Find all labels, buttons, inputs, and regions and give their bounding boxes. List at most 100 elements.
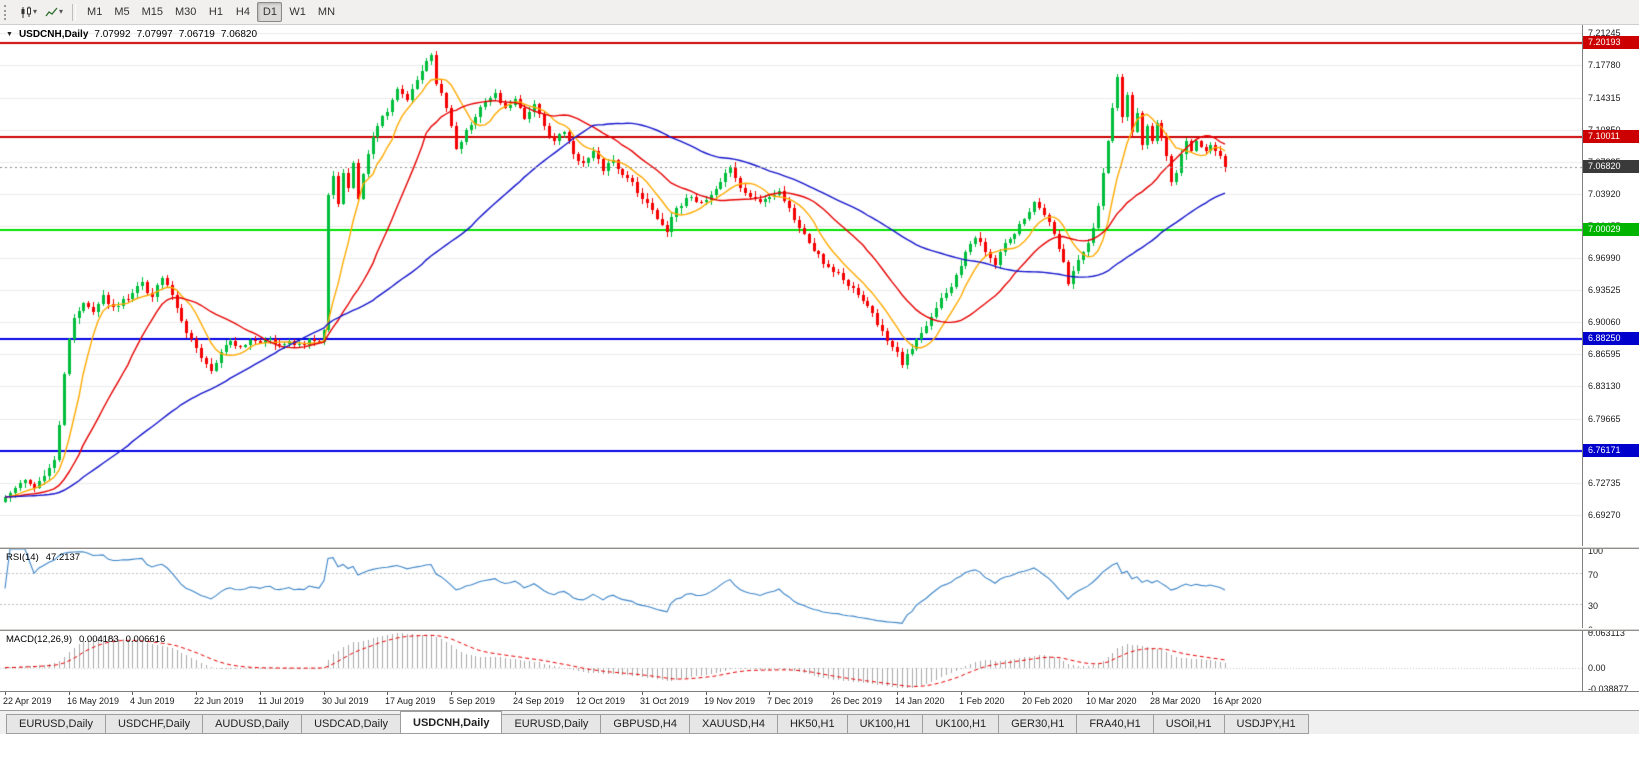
time-axis-label: 22 Apr 2019 bbox=[3, 696, 52, 706]
time-axis-tick bbox=[769, 692, 770, 695]
panel-splitter[interactable] bbox=[0, 628, 1639, 631]
chart-tab-9-uk100-h1[interactable]: UK100,H1 bbox=[846, 714, 924, 734]
price-tick-label: 6.83130 bbox=[1588, 381, 1621, 391]
time-axis-tick bbox=[260, 692, 261, 695]
macd-main-value: 0.004183 bbox=[79, 634, 119, 645]
price-tick-label: 6.72735 bbox=[1588, 478, 1621, 488]
timeframe-toolbar: M1 M5 M15 M30 H1 H4 D1 W1 MN bbox=[81, 2, 341, 22]
chart-collapse-icon[interactable]: ▼ bbox=[6, 31, 13, 38]
ohlc-low-value: 7.06719 bbox=[178, 29, 215, 40]
rsi-tick-label: 30 bbox=[1588, 601, 1599, 611]
timeframe-button-mn[interactable]: MN bbox=[313, 2, 340, 22]
chart-tab-8-hk50-h1[interactable]: HK50,H1 bbox=[776, 714, 848, 734]
price-tick-label: 6.86595 bbox=[1588, 349, 1621, 359]
ohlc-high-value: 7.07997 bbox=[136, 29, 173, 40]
time-axis-tick bbox=[5, 692, 6, 695]
chart-window: ▼ USDCNH,Daily 7.07992 7.07997 7.06719 7… bbox=[0, 25, 1639, 710]
time-axis-label: 16 Apr 2020 bbox=[1213, 696, 1262, 706]
macd-label: MACD(12,26,9) 0.004183 0.006616 bbox=[6, 634, 165, 645]
chart-tab-1-usdchf-daily[interactable]: USDCHF,Daily bbox=[104, 714, 204, 734]
rsi-panel-canvas[interactable] bbox=[0, 549, 1582, 628]
chart-tab-2-audusd-daily[interactable]: AUDUSD,Daily bbox=[202, 714, 303, 734]
indicators-button[interactable]: ▾ bbox=[41, 1, 67, 23]
timeframe-button-m15[interactable]: M15 bbox=[137, 2, 168, 22]
time-axis-tick bbox=[897, 692, 898, 695]
macd-tick-label: -0.038877 bbox=[1588, 684, 1629, 694]
chart-title: ▼ USDCNH,Daily 7.07992 7.07997 7.06719 7… bbox=[6, 29, 257, 40]
toolbar-grip[interactable] bbox=[4, 4, 11, 20]
macd-tick-label: 0.063113 bbox=[1588, 628, 1625, 638]
panel-splitter[interactable] bbox=[0, 546, 1639, 549]
price-tick-label: 6.79665 bbox=[1588, 414, 1621, 424]
chart-tab-7-xauusd-h4[interactable]: XAUUSD,H4 bbox=[688, 714, 778, 734]
macd-panel-canvas[interactable] bbox=[0, 631, 1582, 691]
time-axis-label: 7 Dec 2019 bbox=[767, 696, 814, 706]
time-axis-tick bbox=[69, 692, 70, 695]
price-badge: 6.88250 bbox=[1583, 332, 1639, 345]
chart-symbol-label: USDCNH,Daily bbox=[18, 29, 89, 40]
rsi-label: RSI(14) 47.2137 bbox=[6, 552, 80, 563]
timeframe-button-m30[interactable]: M30 bbox=[170, 2, 201, 22]
price-badge: 6.76171 bbox=[1583, 444, 1639, 457]
ohlc-close-value: 7.06820 bbox=[220, 29, 258, 40]
chart-tab-0-eurusd-daily[interactable]: EURUSD,Daily bbox=[6, 714, 106, 734]
price-tick-label: 7.17780 bbox=[1588, 60, 1621, 70]
price-chart-canvas[interactable] bbox=[0, 25, 1582, 546]
price-tick-label: 7.14315 bbox=[1588, 93, 1621, 103]
price-tick-label: 7.21245 bbox=[1588, 28, 1621, 38]
price-axis[interactable]: 7.212457.177807.143157.108507.073857.039… bbox=[1582, 25, 1639, 694]
top-toolbar: ▾ ▾ M1 M5 M15 M30 H1 H4 D1 W1 MN bbox=[0, 0, 1639, 25]
chart-tab-14-usdjpy-h1[interactable]: USDJPY,H1 bbox=[1223, 714, 1309, 734]
time-axis-label: 10 Mar 2020 bbox=[1086, 696, 1137, 706]
chart-type-button[interactable]: ▾ bbox=[16, 1, 41, 23]
time-axis-label: 31 Oct 2019 bbox=[640, 696, 690, 706]
macd-signal-value: 0.006616 bbox=[125, 634, 166, 645]
ohlc-open-value: 7.07992 bbox=[94, 29, 131, 40]
rsi-tick-label: 100 bbox=[1588, 546, 1604, 556]
chart-tab-11-ger30-h1[interactable]: GER30,H1 bbox=[998, 714, 1078, 734]
timeframe-button-m5[interactable]: M5 bbox=[109, 2, 134, 22]
chart-tab-10-uk100-h1[interactable]: UK100,H1 bbox=[922, 714, 1000, 734]
price-badge: 7.20193 bbox=[1583, 36, 1639, 49]
time-axis-tick bbox=[833, 692, 834, 695]
rsi-indicator-name: RSI(14) bbox=[6, 552, 39, 563]
time-axis-label: 11 Jul 2019 bbox=[258, 696, 304, 706]
time-axis-tick bbox=[1152, 692, 1153, 695]
timeframe-button-m1[interactable]: M1 bbox=[82, 2, 107, 22]
timeframe-button-w1[interactable]: W1 bbox=[284, 2, 311, 22]
timeframe-button-d1[interactable]: D1 bbox=[257, 2, 283, 22]
time-axis-label: 14 Jan 2020 bbox=[895, 696, 945, 706]
time-axis[interactable]: 22 Apr 2019 16 May 2019 4 Jun 2019 22 Jun 2… bbox=[0, 691, 1639, 710]
time-axis-tick bbox=[132, 692, 133, 695]
timeframe-button-h4[interactable]: H4 bbox=[230, 2, 255, 22]
time-axis-label: 16 May 2019 bbox=[67, 696, 120, 706]
timeframe-button-h1[interactable]: H1 bbox=[203, 2, 228, 22]
chart-tab-3-usdcad-daily[interactable]: USDCAD,Daily bbox=[301, 714, 402, 734]
time-axis-tick bbox=[196, 692, 197, 695]
price-tick-label: 6.90060 bbox=[1588, 317, 1621, 327]
chart-tab-4-usdcnh-daily[interactable]: USDCNH,Daily bbox=[400, 711, 503, 734]
chart-tab-bar: EURUSD,Daily USDCHF,Daily AUDUSD,Daily USDC… bbox=[0, 710, 1639, 734]
chart-tab-13-usoil-h1[interactable]: USOil,H1 bbox=[1152, 714, 1225, 734]
time-axis-tick bbox=[451, 692, 452, 695]
time-axis-tick bbox=[961, 692, 962, 695]
time-axis-label: 22 Jun 2019 bbox=[194, 696, 244, 706]
time-axis-label: 17 Aug 2019 bbox=[385, 696, 436, 706]
rsi-tick-label: 70 bbox=[1588, 570, 1599, 580]
price-tick-label: 7.03920 bbox=[1588, 189, 1621, 199]
time-axis-tick bbox=[387, 692, 388, 695]
time-axis-tick bbox=[1088, 692, 1089, 695]
chart-tab-5-eurusd-daily[interactable]: EURUSD,Daily bbox=[501, 714, 602, 734]
price-tick-label: 6.96990 bbox=[1588, 253, 1621, 263]
time-axis-tick bbox=[515, 692, 516, 695]
time-axis-label: 26 Dec 2019 bbox=[831, 696, 883, 706]
indicator-line-icon bbox=[45, 7, 58, 16]
chart-tab-6-gbpusd-h4[interactable]: GBPUSD,H4 bbox=[600, 714, 690, 734]
chart-tab-12-fra40-h1[interactable]: FRA40,H1 bbox=[1076, 714, 1154, 734]
rsi-indicator-value: 47.2137 bbox=[45, 552, 81, 563]
time-axis-label: 28 Mar 2020 bbox=[1150, 696, 1201, 706]
price-badge: 7.00029 bbox=[1583, 223, 1639, 236]
time-axis-tick bbox=[1024, 692, 1025, 695]
time-axis-label: 19 Nov 2019 bbox=[704, 696, 756, 706]
time-axis-label: 20 Feb 2020 bbox=[1022, 696, 1073, 706]
